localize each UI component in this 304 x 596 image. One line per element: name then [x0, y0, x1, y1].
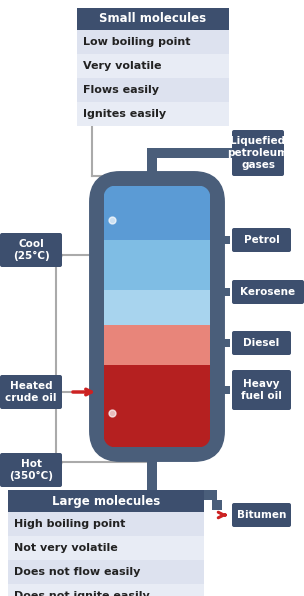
- Text: High boiling point: High boiling point: [14, 519, 125, 529]
- Bar: [8, 512, 204, 536]
- Bar: [216, 339, 230, 347]
- Bar: [104, 186, 210, 240]
- FancyBboxPatch shape: [232, 331, 291, 355]
- FancyBboxPatch shape: [232, 130, 284, 176]
- Text: Does not ignite easily: Does not ignite easily: [14, 591, 150, 596]
- Bar: [77, 78, 229, 102]
- Text: Very volatile: Very volatile: [83, 61, 161, 71]
- Text: Hot
(350°C): Hot (350°C): [9, 459, 53, 481]
- Bar: [77, 102, 229, 126]
- Text: Flows easily: Flows easily: [83, 85, 159, 95]
- Text: Ignites easily: Ignites easily: [83, 109, 166, 119]
- FancyBboxPatch shape: [232, 370, 291, 410]
- Bar: [216, 236, 230, 244]
- Text: Small molecules: Small molecules: [99, 13, 206, 26]
- Text: Does not flow easily: Does not flow easily: [14, 567, 140, 577]
- Bar: [147, 455, 157, 500]
- Text: Cool
(25°C): Cool (25°C): [13, 239, 49, 261]
- FancyBboxPatch shape: [232, 503, 291, 527]
- Text: Kerosene: Kerosene: [240, 287, 295, 297]
- Text: Liquefied
petroleum
gases: Liquefied petroleum gases: [227, 136, 288, 170]
- Bar: [147, 490, 217, 500]
- Bar: [147, 148, 157, 178]
- Bar: [104, 365, 210, 447]
- FancyBboxPatch shape: [232, 280, 304, 304]
- Text: Heated
crude oil: Heated crude oil: [5, 381, 57, 403]
- Bar: [104, 240, 210, 290]
- Text: Petrol: Petrol: [244, 235, 279, 245]
- Bar: [8, 584, 204, 596]
- Text: Bitumen: Bitumen: [237, 510, 286, 520]
- Text: Not very volatile: Not very volatile: [14, 543, 118, 553]
- Text: Low boiling point: Low boiling point: [83, 37, 191, 47]
- FancyBboxPatch shape: [0, 375, 62, 409]
- Bar: [104, 325, 210, 365]
- Bar: [216, 288, 230, 296]
- FancyBboxPatch shape: [232, 228, 291, 252]
- Text: Heavy
fuel oil: Heavy fuel oil: [241, 379, 282, 401]
- FancyBboxPatch shape: [0, 453, 62, 487]
- Bar: [212, 500, 222, 510]
- Bar: [216, 386, 230, 394]
- Bar: [8, 490, 204, 512]
- Bar: [8, 536, 204, 560]
- Bar: [77, 54, 229, 78]
- Text: Diesel: Diesel: [244, 338, 280, 348]
- Bar: [157, 148, 238, 158]
- Bar: [104, 290, 210, 325]
- FancyBboxPatch shape: [96, 178, 218, 455]
- Bar: [8, 560, 204, 584]
- Bar: [77, 30, 229, 54]
- Bar: [77, 8, 229, 30]
- FancyBboxPatch shape: [0, 233, 62, 267]
- Text: Large molecules: Large molecules: [52, 495, 160, 508]
